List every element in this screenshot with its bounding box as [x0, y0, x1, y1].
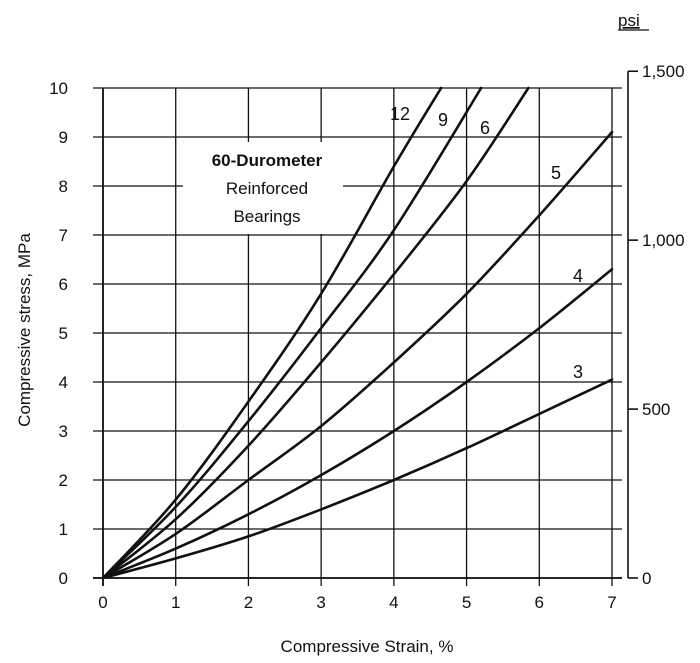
curve-series-5	[101, 130, 614, 580]
x-tick-label: 1	[171, 593, 180, 612]
y-axis-title: Compressive stress, MPa	[15, 233, 34, 427]
y-tick-label: 7	[59, 226, 68, 245]
y-tick-label: 9	[59, 128, 68, 147]
x-tick-label: 4	[389, 593, 398, 612]
psi-tick-label: 1,000	[642, 231, 685, 250]
y-tick-label: 5	[59, 324, 68, 343]
curve-label-9: 9	[438, 110, 448, 130]
x-axis-title: Compressive Strain, %	[281, 637, 454, 656]
x-tick-label: 7	[607, 593, 616, 612]
y-tick-label: 8	[59, 177, 68, 196]
y-tick-label: 2	[59, 471, 68, 490]
x-tick-label: 5	[462, 593, 471, 612]
x-axis-ticks: 0 1 2 3 4 5 6 7	[98, 578, 617, 612]
curve-series-3	[101, 378, 614, 580]
curve-label-5: 5	[551, 163, 561, 183]
curve-label-6: 6	[480, 118, 490, 138]
y-tick-label: 0	[59, 569, 68, 588]
y-tick-label: 4	[59, 373, 68, 392]
plot-frame	[93, 88, 622, 586]
annotation-line-2: Reinforced	[226, 179, 308, 198]
psi-tick-label: 500	[642, 400, 670, 419]
annotation-background	[183, 142, 343, 234]
x-tick-label: 0	[98, 593, 107, 612]
annotation-line-3: Bearings	[233, 207, 300, 226]
psi-unit-label: psi	[618, 11, 640, 30]
y-tick-label: 6	[59, 275, 68, 294]
curves: 12 9 6 5 4 3	[101, 86, 614, 580]
psi-tick-label: 0	[642, 569, 651, 588]
curve-series-4	[101, 268, 614, 580]
y-tick-label: 1	[59, 520, 68, 539]
curve-label-12: 12	[390, 104, 410, 124]
curve-series-9	[101, 86, 483, 580]
x-tick-label: 2	[244, 593, 253, 612]
y-axis-ticks: 0 1 2 3 4 5 6 7 8 9 10	[49, 79, 68, 588]
y-tick-label: 3	[59, 422, 68, 441]
curve-series-6	[101, 86, 530, 580]
x-tick-label: 3	[316, 593, 325, 612]
psi-tick-label: 1,500	[642, 62, 685, 81]
x-tick-label: 6	[535, 593, 544, 612]
y-tick-label: 10	[49, 79, 68, 98]
annotation-title: 60-Durometer	[212, 151, 323, 170]
curve-series-12	[101, 86, 443, 580]
psi-axis: 0 500 1,000 1,500	[627, 62, 685, 588]
curve-label-4: 4	[573, 266, 583, 286]
curve-label-3: 3	[573, 362, 583, 382]
